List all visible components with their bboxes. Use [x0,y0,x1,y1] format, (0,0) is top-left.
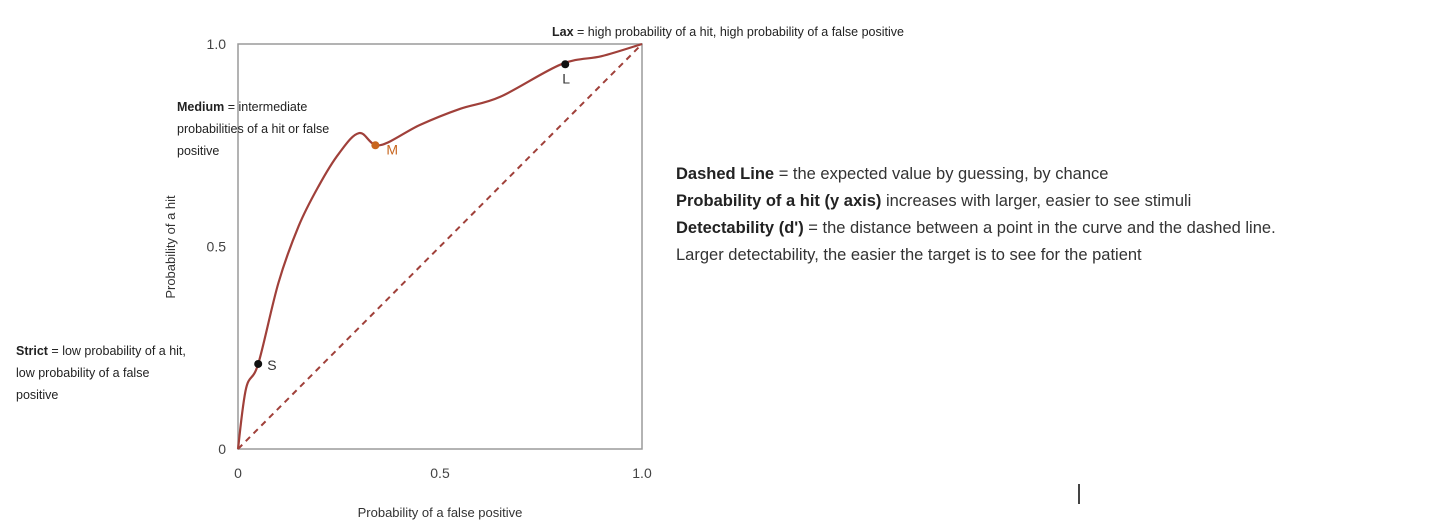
note-text: = the distance between a point in the cu… [803,219,1276,237]
annotation-medium: Medium = intermediate probabilities of a… [177,96,329,162]
annotation-lax-term: Lax [552,25,574,39]
annotation-lax: Lax = high probability of a hit, high pr… [552,21,904,43]
point-l [561,60,570,69]
x-tick-label: 0 [234,465,242,481]
y-tick-label: 1.0 [207,36,227,52]
annotation-strict-term: Strict [16,344,48,358]
point-m [371,141,380,150]
plot-frame [237,43,643,450]
y-tick-label: 0.5 [207,239,227,255]
y-axis-label: Probability of a hit [163,195,178,299]
annotation-strict-line-2: low probability of a false [16,366,150,380]
point-label-s: S [267,357,276,373]
annotation-medium-term: Medium [177,100,225,114]
annotation-strict-line-1: = low probability of a hit, [47,344,186,358]
note-text: increases with larger, easier to see sti… [881,192,1192,210]
roc-curve-line [236,42,643,450]
note-larger-detectability: Larger detectability, the easier the tar… [676,242,1276,269]
note-text: = the expected value by guessing, by cha… [774,165,1109,183]
x-axis-label: Probability of a false positive [358,505,523,520]
annotation-strict-line-3: positive [16,388,59,402]
annotation-strict: Strict = low probability of a hit, low p… [16,340,186,406]
note-detectability: Detectability (d') = the distance betwee… [676,215,1276,242]
note-term: Probability of a hit (y axis) [676,192,882,210]
series-group [236,42,643,450]
note-term: Detectability (d') [676,219,804,237]
note-term: Dashed Line [676,165,775,183]
annotation-medium-line-2: probabilities of a hit or false [177,122,330,136]
annotation-medium-line-1: = intermediate [224,100,308,114]
point-label-l: L [562,70,570,86]
note-text: Larger detectability, the easier the tar… [676,246,1142,264]
criterion-points: S M L [254,60,570,373]
text-cursor [1078,484,1080,504]
point-label-m: M [386,141,398,157]
annotation-lax-text: = high probability of a hit, high probab… [573,25,904,39]
note-probability-hit: Probability of a hit (y axis) increases … [676,188,1276,215]
x-tick-label: 0.5 [430,465,450,481]
explanation-notes: Dashed Line = the expected value by gues… [676,161,1276,269]
annotation-medium-line-3: positive [177,144,220,158]
point-s [254,359,263,368]
chance-diagonal-line [237,43,643,450]
note-dashed-line: Dashed Line = the expected value by gues… [676,161,1276,188]
y-tick-label: 0 [218,441,226,457]
axis-ticks: 0 0.5 1.0 0 0.5 1.0 [207,36,652,481]
x-tick-label: 1.0 [632,465,652,481]
